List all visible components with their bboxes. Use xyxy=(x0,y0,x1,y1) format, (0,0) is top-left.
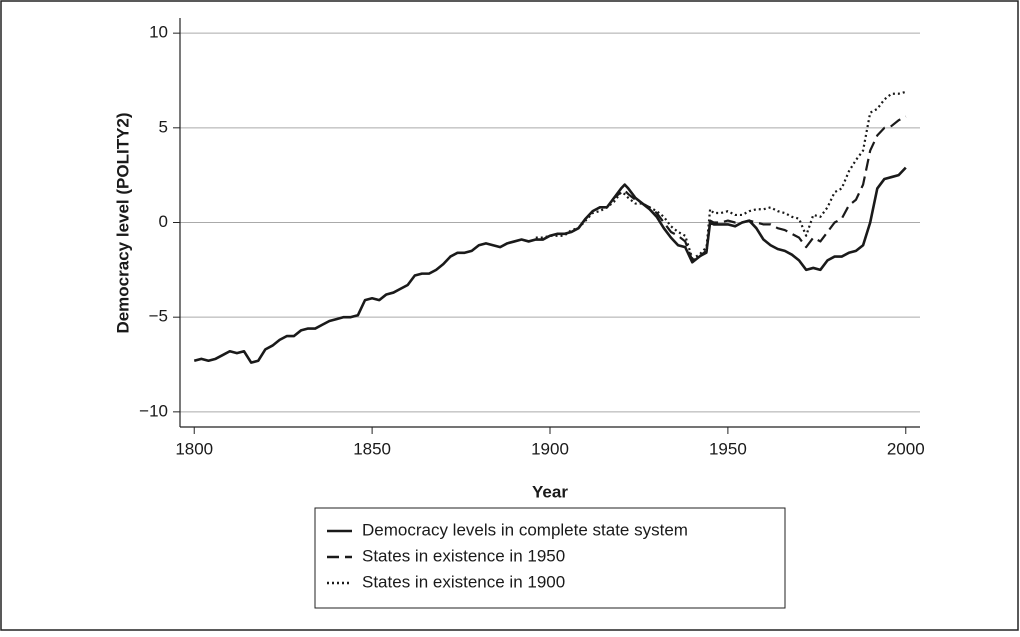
y-tick-label: 0 xyxy=(159,212,168,231)
x-tick-label: 1900 xyxy=(531,439,569,458)
series-line xyxy=(193,166,907,364)
x-tick-label: 2000 xyxy=(887,439,925,458)
series-line xyxy=(570,115,907,262)
y-tick-label: 10 xyxy=(149,23,168,42)
x-axis-label: Year xyxy=(532,482,568,501)
legend-label: States in existence in 1900 xyxy=(362,572,565,591)
x-tick-label: 1800 xyxy=(175,439,213,458)
y-axis-label: Democracy level (POLITY2) xyxy=(113,112,132,333)
y-tick-label: −5 xyxy=(149,307,168,326)
y-tick-label: 5 xyxy=(159,117,168,136)
legend-label: Democracy levels in complete state syste… xyxy=(362,520,688,539)
x-tick-label: 1850 xyxy=(353,439,391,458)
legend-box xyxy=(314,507,786,609)
legend-label: States in existence in 1950 xyxy=(362,546,565,565)
x-tick-label: 1950 xyxy=(709,439,747,458)
y-tick-label: −10 xyxy=(139,401,168,420)
